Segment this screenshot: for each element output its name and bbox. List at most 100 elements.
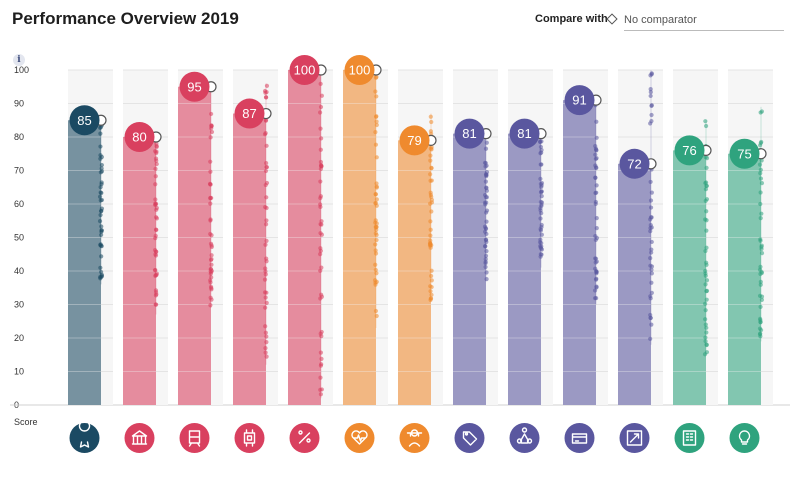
- distribution-dot: [428, 289, 433, 294]
- distribution-dot: [373, 201, 378, 206]
- value-badge: [179, 71, 210, 102]
- distribution-dot: [759, 181, 765, 186]
- distribution-dot: [703, 339, 708, 344]
- bar[interactable]: [563, 100, 596, 406]
- value-label: 79: [407, 133, 421, 148]
- institution-icon[interactable]: [124, 423, 155, 453]
- expand-icon[interactable]: [619, 423, 650, 453]
- building-icon[interactable]: [674, 423, 705, 453]
- distribution-dot: [264, 160, 269, 166]
- bar[interactable]: [68, 120, 101, 405]
- distribution-dot: [373, 75, 379, 80]
- percent-icon[interactable]: [289, 423, 320, 453]
- distribution-dot: [483, 261, 488, 266]
- distribution-dot: [484, 172, 489, 178]
- bar[interactable]: [673, 150, 706, 405]
- distribution-dot: [648, 93, 653, 99]
- info-icon[interactable]: i: [13, 54, 25, 66]
- distribution-dot: [483, 253, 489, 258]
- distribution-dot: [539, 203, 544, 209]
- distribution-dot: [429, 197, 435, 203]
- bar[interactable]: [178, 86, 211, 405]
- value-label: 87: [242, 106, 256, 121]
- distribution-dot: [262, 290, 268, 295]
- compare-label: Compare with: [535, 13, 608, 25]
- distribution-dot: [374, 197, 379, 202]
- distribution-dot: [264, 218, 269, 223]
- network-icon[interactable]: [509, 423, 540, 453]
- bar[interactable]: [728, 153, 761, 405]
- page-title: Performance Overview 2019: [12, 9, 239, 28]
- distribution-dot: [483, 179, 488, 184]
- distribution-dot: [428, 172, 433, 177]
- distribution-dot: [538, 252, 543, 257]
- distribution-dot: [318, 252, 323, 257]
- distribution-dot: [263, 350, 268, 355]
- distribution-dot: [373, 129, 378, 135]
- distribution-dot: [374, 122, 379, 128]
- distribution-dot: [759, 294, 765, 299]
- value-label: 100: [294, 63, 316, 78]
- train-icon[interactable]: [179, 423, 210, 453]
- bar[interactable]: [398, 140, 431, 405]
- bar[interactable]: [508, 133, 541, 405]
- distribution-dot: [99, 254, 104, 259]
- distribution-dot: [703, 217, 708, 222]
- distribution-dot: [703, 119, 708, 124]
- value-label: 76: [682, 143, 696, 158]
- distribution-dot: [483, 244, 488, 249]
- distribution-dot: [373, 251, 379, 256]
- distribution-dot: [319, 136, 324, 141]
- chip-icon[interactable]: [234, 423, 265, 453]
- distribution-dot: [263, 266, 268, 271]
- bar[interactable]: [233, 113, 266, 406]
- distribution-dot: [209, 256, 214, 262]
- distribution-dot: [374, 221, 379, 226]
- distribution-dot: [649, 119, 654, 124]
- distribution-dot: [153, 215, 159, 220]
- distribution-dot: [263, 168, 269, 174]
- bar[interactable]: [453, 133, 486, 405]
- bar[interactable]: [343, 70, 376, 405]
- distribution-dot: [373, 242, 378, 247]
- distribution-dot: [153, 166, 158, 171]
- graduate-icon[interactable]: [399, 423, 430, 453]
- distribution-dot: [539, 211, 544, 216]
- distribution-dot: [208, 201, 213, 206]
- card-icon[interactable]: [564, 423, 595, 453]
- distribution-dot: [263, 295, 268, 300]
- bar[interactable]: [618, 163, 651, 405]
- distribution-dot: [98, 190, 103, 195]
- distribution-dot: [318, 179, 323, 184]
- bar[interactable]: [123, 137, 156, 405]
- distribution-dot: [263, 118, 269, 123]
- distribution-dot: [704, 165, 709, 170]
- heart-pulse-icon[interactable]: [344, 423, 375, 453]
- lightbulb-icon[interactable]: [729, 423, 760, 453]
- distribution-dot: [594, 216, 599, 221]
- value-badge: [399, 125, 430, 156]
- distribution-dot: [209, 111, 214, 117]
- distribution-dot: [317, 110, 323, 115]
- distribution-dot: [373, 262, 378, 267]
- distribution-dot: [539, 232, 544, 237]
- distribution-dot: [319, 329, 324, 335]
- distribution-dot: [208, 241, 214, 246]
- distribution-dot: [648, 229, 653, 234]
- distribution-dot: [209, 253, 214, 258]
- award-icon[interactable]: [69, 420, 100, 453]
- distribution-dot: [154, 150, 159, 156]
- bar[interactable]: [288, 70, 321, 405]
- value-badge: [509, 118, 540, 149]
- value-label: 100: [349, 63, 371, 78]
- distribution-dot: [98, 125, 103, 131]
- distribution-dot: [429, 278, 434, 283]
- distribution-dot: [208, 169, 213, 174]
- tag-icon[interactable]: [454, 423, 485, 453]
- comparator-select[interactable]: No comparator: [624, 8, 784, 31]
- distribution-dot: [758, 279, 763, 284]
- distribution-dot: [594, 276, 599, 281]
- distribution-dot: [759, 139, 764, 145]
- distribution-dot: [648, 256, 653, 261]
- distribution-dot: [648, 294, 653, 299]
